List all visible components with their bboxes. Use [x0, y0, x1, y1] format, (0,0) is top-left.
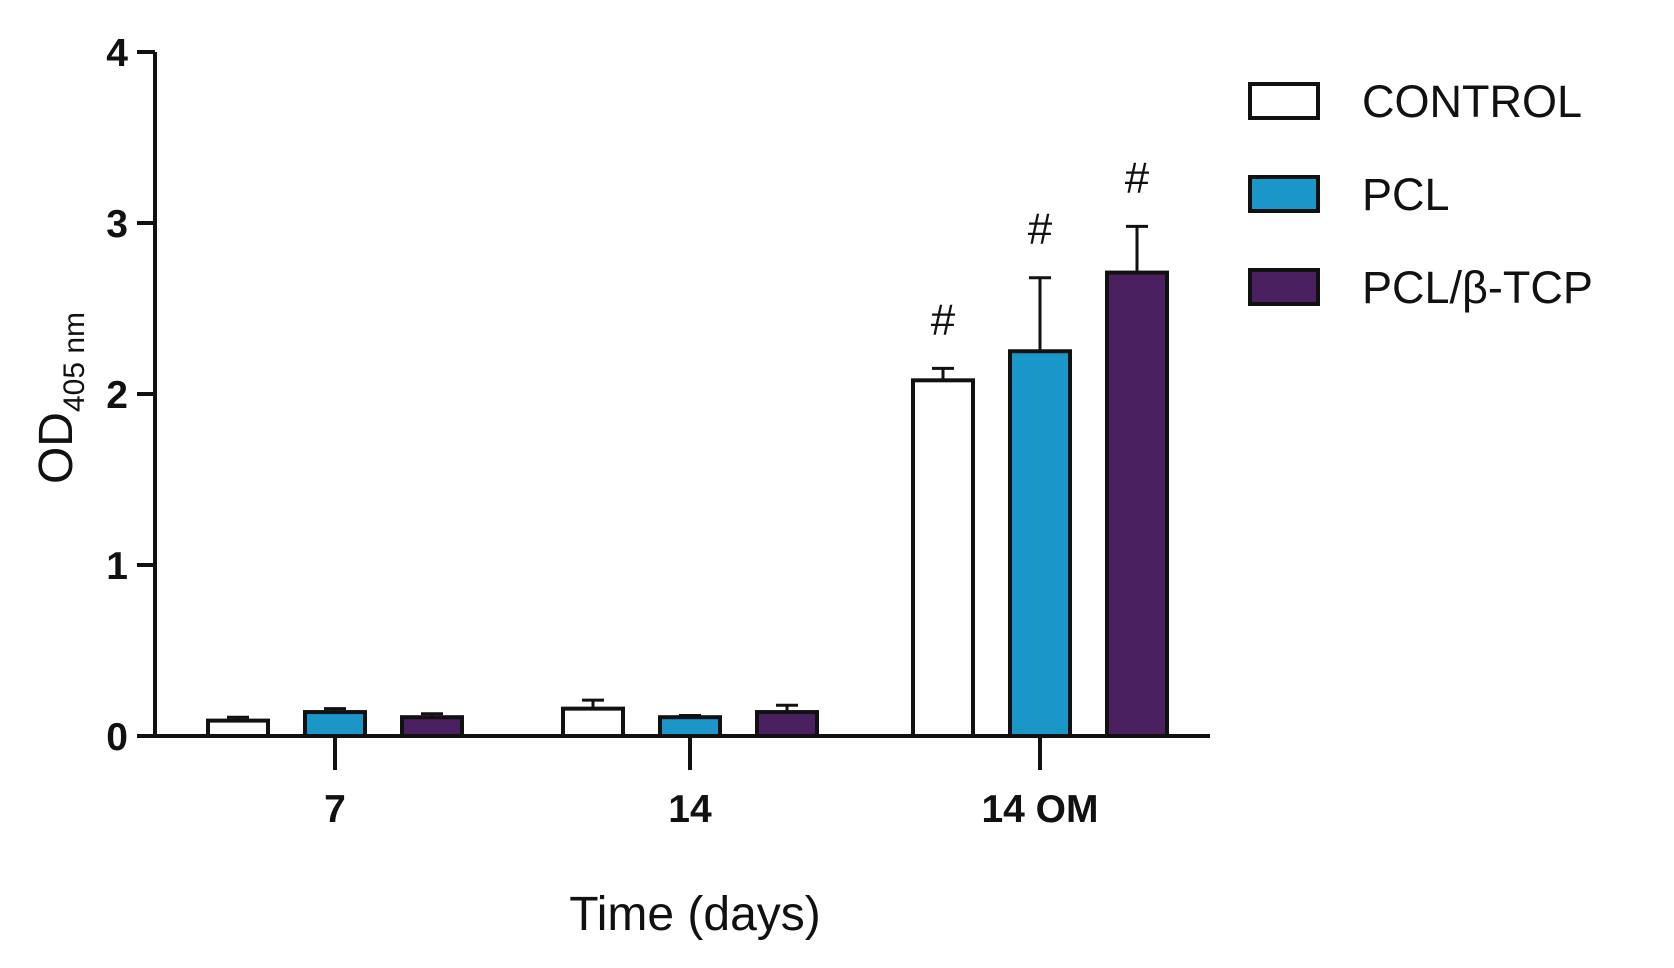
bar — [1105, 270, 1169, 738]
significance-marker: # — [1028, 205, 1053, 254]
y-tick-label: 4 — [106, 32, 128, 75]
legend-swatch — [1248, 82, 1320, 120]
bar — [755, 710, 819, 738]
error-bars — [227, 224, 1148, 721]
significance-marker: # — [1125, 153, 1150, 202]
legend: CONTROL PCL PCL/β-TCP — [1248, 76, 1593, 313]
y-axis-title: OD405 nm — [30, 312, 91, 484]
annotations: # # # — [931, 153, 1150, 344]
legend-swatch — [1248, 175, 1320, 213]
y-axis-title-subscript: 405 nm — [58, 312, 91, 412]
x-tick-label: 14 OM — [981, 788, 1098, 831]
legend-label: CONTROL — [1362, 76, 1582, 127]
bar — [911, 378, 975, 738]
legend-label: PCL — [1362, 169, 1450, 220]
y-tick-label: 1 — [106, 545, 128, 588]
bar — [1008, 349, 1072, 738]
legend-swatch — [1248, 268, 1320, 306]
significance-marker: # — [931, 295, 956, 344]
x-tick-label: 7 — [324, 788, 346, 831]
y-tick-label: 0 — [106, 716, 128, 759]
y-ticks: 0 1 2 3 4 — [106, 32, 155, 759]
legend-label: PCL/β-TCP — [1362, 262, 1593, 313]
x-ticks: 7 14 14 OM — [324, 736, 1099, 831]
y-tick-label: 3 — [106, 203, 128, 246]
bar — [658, 715, 722, 739]
bar — [303, 710, 367, 738]
bar — [400, 715, 464, 739]
bar — [206, 718, 270, 738]
bars — [206, 270, 1169, 739]
bar — [561, 706, 625, 739]
y-tick-label: 2 — [106, 374, 128, 417]
x-axis-title: Time (days) — [569, 888, 821, 941]
x-tick-label: 14 — [668, 788, 712, 831]
y-axis-title-main: OD — [30, 412, 83, 484]
